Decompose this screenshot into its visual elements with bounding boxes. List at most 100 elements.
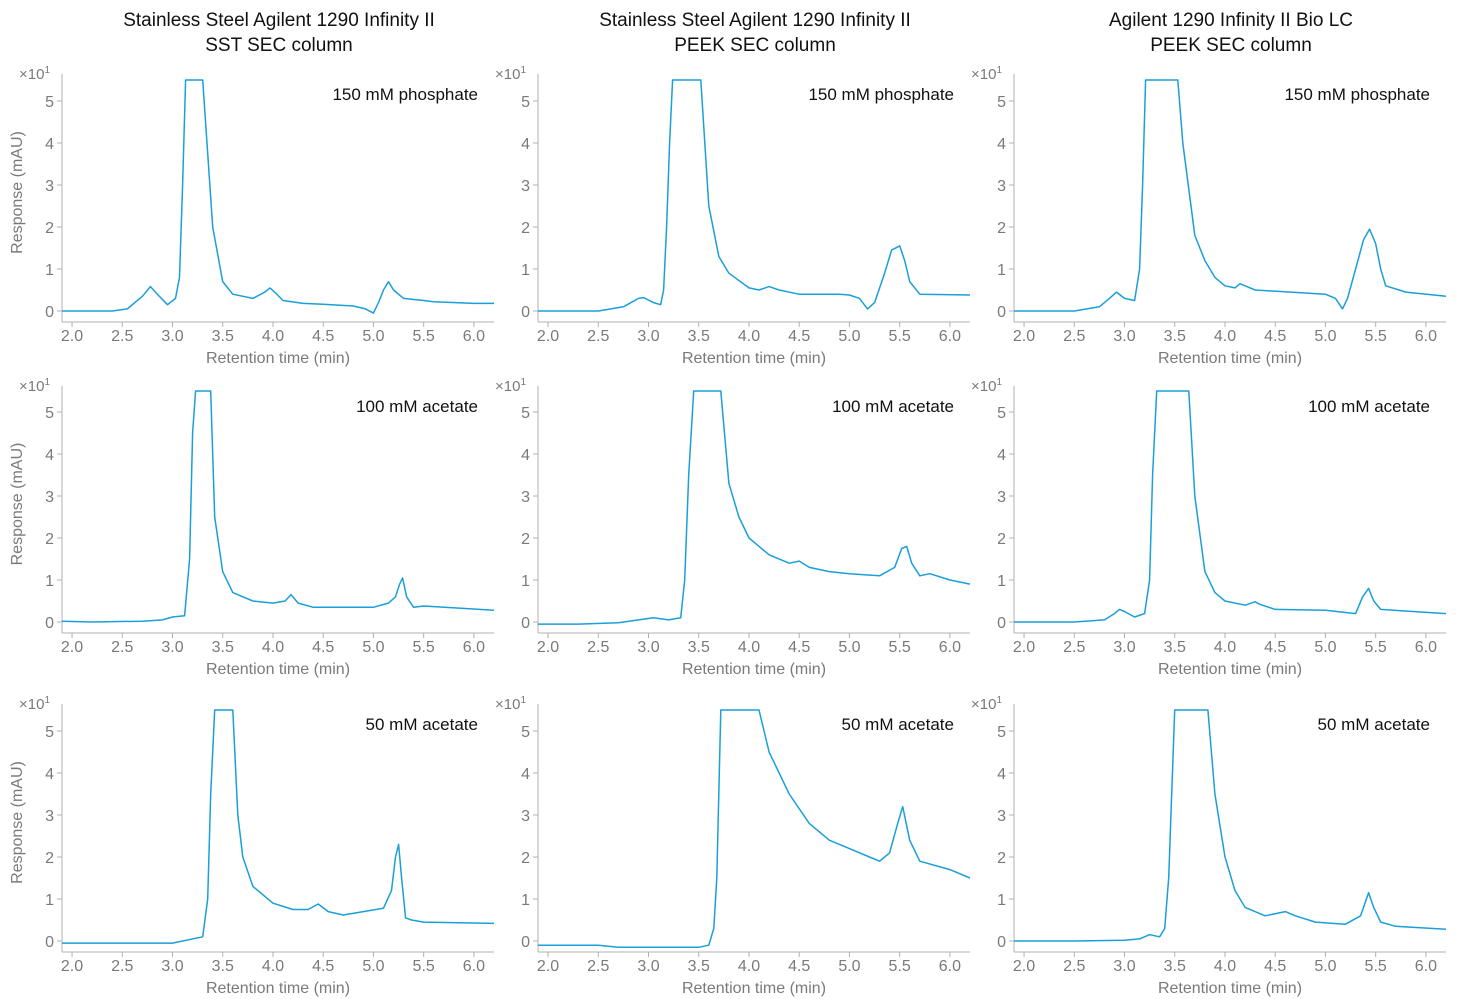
sci-exponent-power-r1c3: 1 xyxy=(996,65,1002,76)
y-tick-label-r1c1-4: 4 xyxy=(45,136,54,153)
y-tick-label-r3c3-5: 5 xyxy=(997,724,1006,741)
sci-exponent-power-r2c1: 1 xyxy=(44,377,50,388)
panel-r2-c3: 0 1 2 3 4 5 2.0 2.5 3.0 3.5 4.0 4.5 5.0 5.5 6.0 ×101 Ret… xyxy=(971,377,1446,678)
x-tick-label-r3c2-2: 2.0 xyxy=(537,958,559,975)
panel-annotation-r2c2: 100 mM acetate xyxy=(832,397,954,416)
x-tick-label-r2c1-5.5: 5.5 xyxy=(413,639,435,656)
x-tick-label-r2c2-2.5: 2.5 xyxy=(587,639,609,656)
panel-annotation-r3c2: 50 mM acetate xyxy=(842,715,954,734)
y-tick-label-r3c2-3: 3 xyxy=(521,808,530,825)
panel-annotation-r2c3: 100 mM acetate xyxy=(1308,397,1430,416)
y-tick-label-r2c2-3: 3 xyxy=(521,489,530,506)
column-title-2-line-2: PEEK SEC column xyxy=(674,35,836,56)
y-tick-label-r3c1-0: 0 xyxy=(45,934,54,951)
panel-r1-c3: 0 1 2 3 4 5 2.0 2.5 3.0 3.5 4.0 4.5 5.0 5.5 6.0 ×101 Ret… xyxy=(971,65,1446,367)
x-tick-label-r1c3-4: 4.0 xyxy=(1214,328,1236,345)
sci-exponent-power-r1c1: 1 xyxy=(44,65,50,76)
x-tick-label-r3c3-2.5: 2.5 xyxy=(1063,958,1085,975)
x-tick-label-r1c2-5.5: 5.5 xyxy=(889,328,911,345)
x-axis-title-r1c3: Retention time (min) xyxy=(1158,350,1302,367)
panel-annotation-r3c1: 50 mM acetate xyxy=(366,715,478,734)
panel-r1-c2: 0 1 2 3 4 5 2.0 2.5 3.0 3.5 4.0 4.5 5.0 5.5 6.0 ×101 Ret… xyxy=(495,65,970,367)
sci-exponent-power-r3c2: 1 xyxy=(520,695,526,706)
y-tick-label-r2c3-0: 0 xyxy=(997,615,1006,632)
panel-r1-c1: 0 1 2 3 4 5 2.0 2.5 3.0 3.5 4.0 4.5 5.0 5.5 6.0 ×101 Ret… xyxy=(9,65,494,367)
y-tick-label-r2c1-5: 5 xyxy=(45,405,54,422)
x-tick-label-r3c3-3: 3.0 xyxy=(1113,958,1135,975)
y-tick-label-r2c3-3: 3 xyxy=(997,489,1006,506)
x-tick-label-r1c2-6: 6.0 xyxy=(939,328,961,345)
x-tick-label-r1c1-5: 5.0 xyxy=(362,328,384,345)
x-axis-title-r1c2: Retention time (min) xyxy=(682,350,826,367)
y-tick-label-r1c3-5: 5 xyxy=(997,94,1006,111)
y-tick-label-r3c1-3: 3 xyxy=(45,808,54,825)
y-tick-label-r1c3-0: 0 xyxy=(997,304,1006,321)
x-tick-label-r2c3-5.5: 5.5 xyxy=(1365,639,1387,656)
x-tick-label-r3c2-6: 6.0 xyxy=(939,958,961,975)
x-tick-label-r1c2-3.5: 3.5 xyxy=(688,328,710,345)
y-tick-label-r2c1-1: 1 xyxy=(45,573,54,590)
x-tick-label-r2c2-3.5: 3.5 xyxy=(688,639,710,656)
y-tick-label-r1c1-5: 5 xyxy=(45,94,54,111)
x-tick-label-r1c3-6: 6.0 xyxy=(1415,328,1437,345)
panel-r3-c1: 0 1 2 3 4 5 2.0 2.5 3.0 3.5 4.0 4.5 5.0 5.5 6.0 ×101 Ret… xyxy=(9,695,494,997)
x-tick-label-r3c1-4.5: 4.5 xyxy=(312,958,334,975)
x-tick-label-r3c2-4.5: 4.5 xyxy=(788,958,810,975)
sci-exponent-r1c3: ×101 xyxy=(971,65,1002,83)
column-title-1-line-2: SST SEC column xyxy=(205,35,352,56)
y-axis-title-r1c1: Response (mAU) xyxy=(9,131,26,254)
sci-exponent-power-r3c1: 1 xyxy=(44,695,50,706)
x-tick-label-r3c2-5: 5.0 xyxy=(838,958,860,975)
x-tick-label-r1c1-4.5: 4.5 xyxy=(312,328,334,345)
sci-exponent-r2c1: ×101 xyxy=(19,377,50,395)
x-tick-label-r1c1-5.5: 5.5 xyxy=(413,328,435,345)
x-tick-label-r3c2-3.5: 3.5 xyxy=(688,958,710,975)
x-tick-label-r2c1-3.5: 3.5 xyxy=(212,639,234,656)
x-tick-label-r1c3-4.5: 4.5 xyxy=(1264,328,1286,345)
sci-exponent-power-r2c3: 1 xyxy=(996,377,1002,388)
x-tick-label-r3c3-4: 4.0 xyxy=(1214,958,1236,975)
y-tick-label-r1c1-0: 0 xyxy=(45,304,54,321)
x-tick-label-r2c2-5.5: 5.5 xyxy=(889,639,911,656)
series-line-r3c1 xyxy=(62,709,494,944)
x-tick-label-r3c1-4: 4.0 xyxy=(262,958,284,975)
column-title-3-line-1: Agilent 1290 Infinity II Bio LC xyxy=(1109,10,1353,31)
y-tick-label-r3c3-0: 0 xyxy=(997,934,1006,951)
x-tick-label-r3c1-3.5: 3.5 xyxy=(212,958,234,975)
x-tick-label-r2c3-4.5: 4.5 xyxy=(1264,639,1286,656)
y-tick-label-r3c2-0: 0 xyxy=(521,934,530,951)
x-axis-title-r3c3: Retention time (min) xyxy=(1158,980,1302,997)
y-tick-label-r3c2-2: 2 xyxy=(521,850,530,867)
panel-annotation-r1c1: 150 mM phosphate xyxy=(332,85,478,104)
x-tick-label-r2c3-2.5: 2.5 xyxy=(1063,639,1085,656)
x-tick-label-r3c1-3: 3.0 xyxy=(161,958,183,975)
column-title-3-line-2: PEEK SEC column xyxy=(1150,35,1312,56)
sci-exponent-power-r3c3: 1 xyxy=(996,695,1002,706)
x-tick-label-r1c1-3: 3.0 xyxy=(161,328,183,345)
x-tick-label-r2c3-2: 2.0 xyxy=(1013,639,1035,656)
y-tick-label-r1c2-1: 1 xyxy=(521,262,530,279)
y-tick-label-r3c3-4: 4 xyxy=(997,766,1006,783)
y-tick-label-r1c2-5: 5 xyxy=(521,94,530,111)
y-tick-label-r2c3-5: 5 xyxy=(997,405,1006,422)
x-tick-label-r3c1-2: 2.0 xyxy=(61,958,83,975)
y-tick-label-r3c1-2: 2 xyxy=(45,850,54,867)
panel-r3-c2: 0 1 2 3 4 5 2.0 2.5 3.0 3.5 4.0 4.5 5.0 5.5 6.0 ×101 Ret… xyxy=(495,695,970,997)
series-line-r2c3 xyxy=(1014,390,1446,623)
x-tick-label-r3c3-2: 2.0 xyxy=(1013,958,1035,975)
y-tick-label-r3c1-1: 1 xyxy=(45,892,54,909)
x-tick-label-r2c3-6: 6.0 xyxy=(1415,639,1437,656)
y-tick-label-r1c2-0: 0 xyxy=(521,304,530,321)
x-axis-title-r2c2: Retention time (min) xyxy=(682,661,826,678)
series-line-r1c2 xyxy=(538,79,970,312)
panel-annotation-r1c3: 150 mM phosphate xyxy=(1284,85,1430,104)
y-tick-label-r2c1-4: 4 xyxy=(45,447,54,464)
x-tick-label-r1c3-2.5: 2.5 xyxy=(1063,328,1085,345)
column-title-1-line-1: Stainless Steel Agilent 1290 Infinity II xyxy=(123,10,435,31)
x-tick-label-r2c3-4: 4.0 xyxy=(1214,639,1236,656)
y-tick-label-r1c3-4: 4 xyxy=(997,136,1006,153)
x-tick-label-r1c1-6: 6.0 xyxy=(463,328,485,345)
y-tick-label-r3c2-1: 1 xyxy=(521,892,530,909)
